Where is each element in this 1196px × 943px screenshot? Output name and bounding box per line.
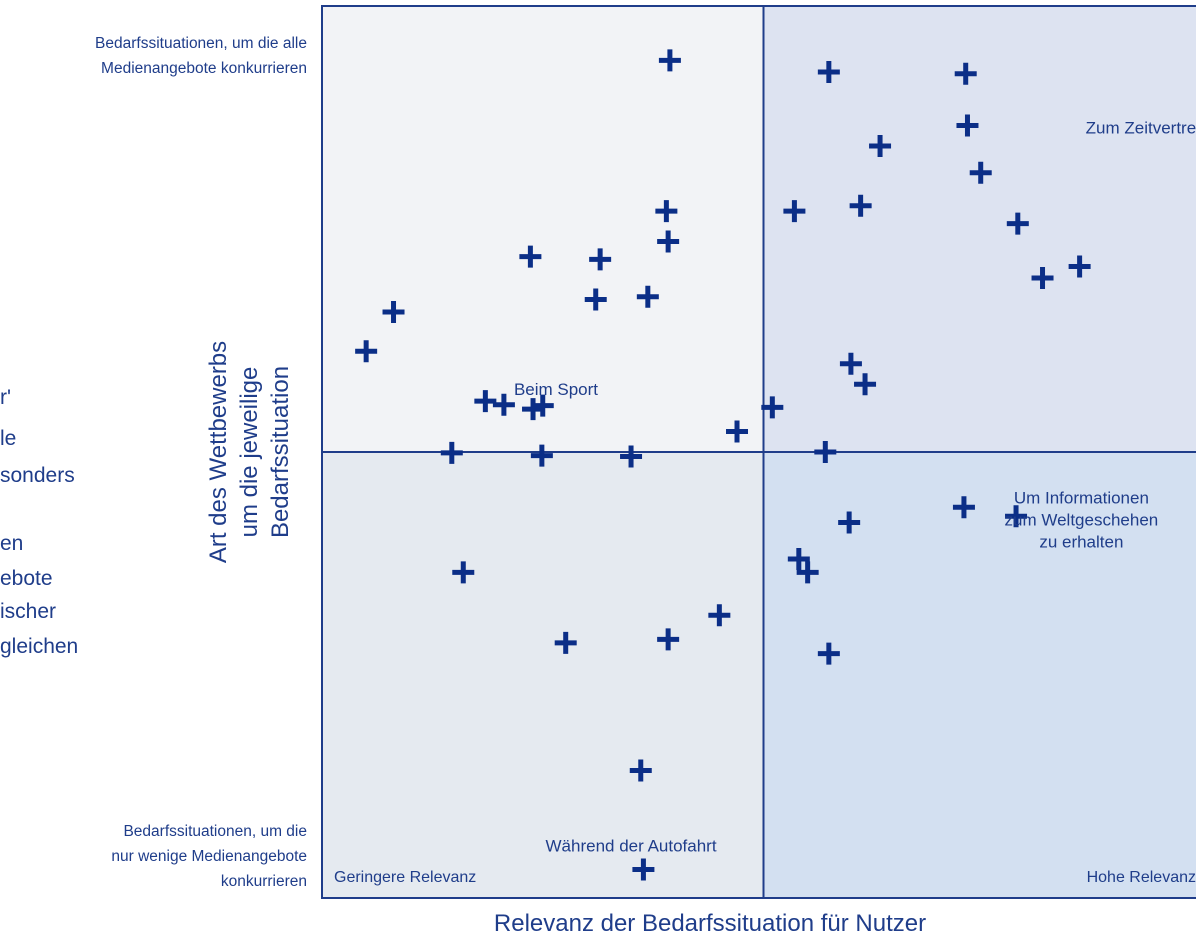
plus-marker	[632, 858, 655, 881]
plus-marker	[956, 114, 979, 137]
plus-marker	[817, 61, 840, 84]
y-top-label: Bedarfssituationen, um die alle Medienang…	[95, 35, 307, 77]
side-text-fragment: ischer	[0, 600, 56, 623]
side-text-fragment: gleichen	[0, 635, 78, 658]
plus-marker	[382, 300, 405, 323]
plus-marker	[817, 642, 840, 665]
quadrant-top-right	[763, 6, 1196, 452]
cropped-side-text: r' le sonders en ebote ischer gleichen	[0, 386, 78, 658]
plus-marker	[854, 373, 877, 396]
plus-marker	[530, 444, 553, 467]
plus-marker	[636, 285, 659, 308]
plus-marker	[726, 420, 749, 443]
plus-marker	[519, 245, 542, 268]
cluster-annotations: Zum Zeitvertreib Beim Sport Um Information…	[514, 119, 1196, 856]
plus-marker	[1005, 505, 1028, 528]
quadrant-backgrounds	[322, 6, 1196, 898]
side-text-fragment: sonders	[0, 464, 75, 487]
plus-marker	[761, 396, 784, 419]
plus-marker	[589, 248, 612, 271]
plus-marker	[796, 561, 819, 584]
plus-marker	[1031, 267, 1054, 290]
plus-marker	[584, 288, 607, 311]
plus-marker	[1006, 212, 1029, 235]
x-left-label: Geringere Relevanz	[334, 869, 476, 886]
y-bottom-label: Bedarfssituationen, um die nur wenige Med…	[111, 823, 307, 890]
plus-marker	[814, 441, 837, 463]
plus-marker	[655, 200, 678, 223]
y-top-label-text: Bedarfssituationen, um die alle Medienang…	[95, 35, 307, 77]
y-axis-title-text: Art des Wettbewerbs um die jeweilige Bedar…	[205, 341, 294, 563]
x-axis-title: Relevanz der Bedarfssituation für Nutzer	[494, 910, 926, 937]
plus-marker	[657, 230, 680, 253]
cluster-label: Um Informationen zum Weltgeschehen zu erha…	[1005, 489, 1159, 552]
plus-marker	[620, 445, 643, 468]
cluster-label: Während der Autofahrt	[546, 837, 717, 856]
plus-marker	[657, 628, 680, 651]
plus-marker	[492, 393, 515, 416]
side-text-fragment: ebote	[0, 567, 53, 590]
plus-marker	[355, 340, 378, 363]
plus-marker	[629, 759, 652, 782]
data-points	[355, 49, 1091, 881]
plus-marker	[1068, 255, 1091, 278]
quadrant-bottom-left	[322, 452, 764, 898]
plus-marker	[839, 352, 862, 375]
quadrant-bottom-right	[763, 452, 1196, 898]
plus-marker	[969, 161, 992, 184]
x-right-label: Hohe Relevanz	[1087, 869, 1196, 886]
plus-marker	[954, 62, 977, 85]
plus-marker	[838, 511, 861, 534]
plus-marker	[452, 561, 475, 584]
plot-frame	[321, 5, 1196, 899]
plus-marker	[783, 200, 806, 223]
plus-marker	[787, 548, 810, 571]
plus-marker	[440, 441, 463, 464]
side-text-fragment: le	[0, 427, 16, 450]
side-text-fragment: en	[0, 532, 23, 555]
quadrant-top-left	[322, 6, 764, 452]
plus-marker	[554, 631, 577, 654]
side-text-fragment: r'	[0, 386, 11, 409]
cluster-label: Beim Sport	[514, 380, 598, 399]
plus-marker	[658, 49, 681, 72]
plus-marker	[869, 135, 892, 158]
y-axis-title: Art des Wettbewerbs um die jeweilige Bedar…	[205, 341, 294, 563]
plus-marker	[531, 394, 554, 417]
plus-marker	[474, 390, 497, 413]
plus-marker	[708, 604, 731, 627]
y-bottom-label-text: Bedarfssituationen, um die nur wenige Med…	[111, 823, 307, 890]
plus-marker	[952, 496, 975, 519]
cluster-label: Zum Zeitvertreib	[1086, 119, 1196, 138]
plus-marker	[849, 194, 872, 217]
